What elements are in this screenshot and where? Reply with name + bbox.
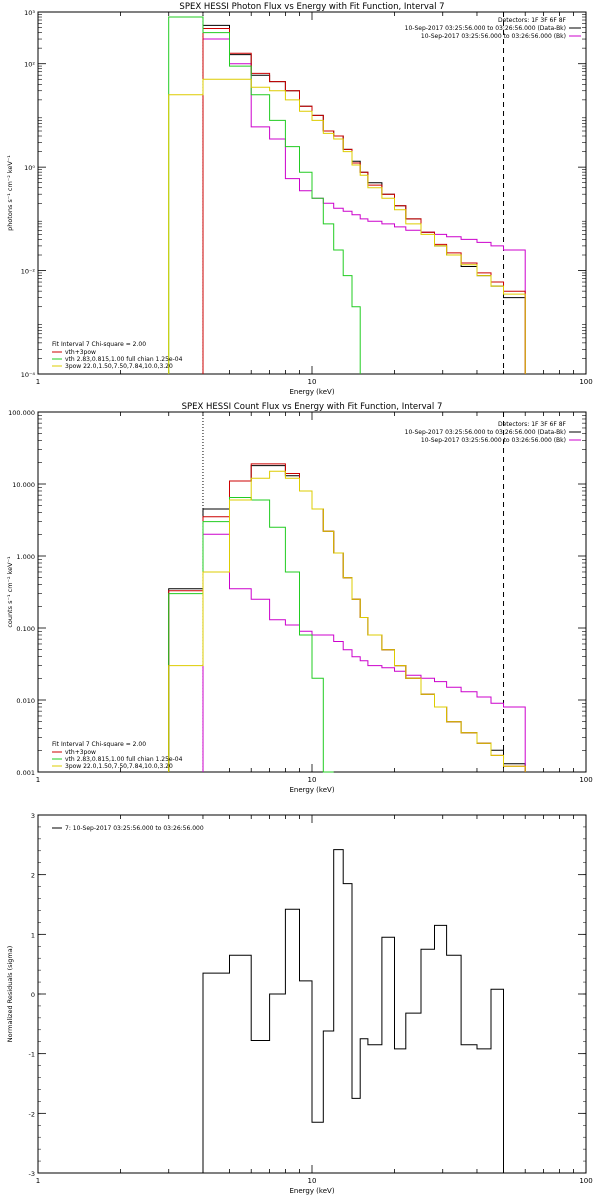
legend-label: 3pow 22.0,1.50,7.50,7.84,10.0,3.20 bbox=[65, 363, 173, 370]
legend-label: vth 2.83,0.815,1.00 full chian 1.25e-04 bbox=[65, 356, 183, 363]
y-tick-label: 0.100 bbox=[16, 625, 35, 633]
y-tick-label: 1.000 bbox=[16, 553, 35, 561]
x-tick-label: 10 bbox=[308, 776, 317, 784]
y-tick-label: 10² bbox=[24, 61, 35, 69]
info-line: 10-Sep-2017 03:25:56.000 to 03:26:56.000… bbox=[405, 429, 566, 436]
y-tick-label: 3 bbox=[31, 812, 35, 820]
x-tick-label: 10 bbox=[308, 1177, 317, 1185]
legend-label: vth+3pow bbox=[65, 749, 96, 756]
count-flux-panel: SPEX HESSI Count Flux vs Energy with Fit… bbox=[6, 402, 593, 794]
y-tick-label: 0 bbox=[31, 991, 35, 999]
legend-label: 3pow 22.0,1.50,7.50,7.84,10.0,3.20 bbox=[65, 763, 173, 770]
y-tick-label: 10⁻² bbox=[21, 268, 36, 276]
y-axis-label: Normalized Residuals (sigma) bbox=[6, 946, 14, 1043]
x-axis-label: Energy (keV) bbox=[289, 1187, 334, 1195]
residuals-panel: 1 10 100 Energy (keV) -3 -2 -1 0 1 2 3 Normalized R… bbox=[6, 812, 593, 1195]
y-tick-label: -3 bbox=[29, 1170, 35, 1178]
info-line: 10-Sep-2017 03:25:56.000 to 03:26:56.000… bbox=[421, 437, 566, 444]
y-tick-label: 10⁻⁴ bbox=[21, 371, 36, 379]
legend-label: 7: 10-Sep-2017 03:25:56.000 to 03:26:56.… bbox=[65, 825, 204, 832]
y-tick-label: 0.010 bbox=[16, 697, 35, 705]
series-bk-histogram bbox=[202, 533, 526, 772]
x-axis-label: Energy (keV) bbox=[289, 388, 334, 396]
y-tick-label: 100.000 bbox=[8, 409, 35, 417]
x-tick-label: 10 bbox=[308, 378, 317, 386]
x-tick-label: 100 bbox=[579, 1177, 592, 1185]
info-line: 10-Sep-2017 03:25:56.000 to 03:26:56.000… bbox=[405, 25, 566, 32]
info-line: 10-Sep-2017 03:25:56.000 to 03:26:56.000… bbox=[421, 33, 566, 40]
legend-title: Fit Interval 7 Chi-square = 2.00 bbox=[52, 341, 146, 348]
x-tick-label: 1 bbox=[36, 776, 40, 784]
x-tick-label: 100 bbox=[579, 776, 592, 784]
y-tick-label: -1 bbox=[29, 1051, 35, 1059]
legend-label: vth+3pow bbox=[65, 349, 96, 356]
y-tick-label: 0.001 bbox=[16, 769, 35, 777]
y-axis-label: counts s⁻¹ cm⁻² keV⁻¹ bbox=[6, 556, 14, 628]
y-tick-label: 10³ bbox=[24, 9, 35, 17]
y-axis-label: photons s⁻¹ cm⁻² keV⁻¹ bbox=[6, 155, 14, 231]
series-vth-3pow-histogram bbox=[202, 28, 526, 374]
x-tick-label: 1 bbox=[36, 378, 40, 386]
x-tick-label: 1 bbox=[36, 1177, 40, 1185]
photon-flux-panel: SPEX HESSI Photon Flux vs Energy with Fi… bbox=[6, 2, 593, 396]
y-tick-label: -2 bbox=[29, 1110, 35, 1118]
y-tick-label: 10.000 bbox=[12, 481, 35, 489]
series-7-10-sep-2017-03-25-56-000-to-03--histogram bbox=[202, 849, 504, 1173]
x-axis-label: Energy (keV) bbox=[289, 786, 334, 794]
series-vth-histogram bbox=[168, 497, 334, 773]
y-tick-label: 2 bbox=[31, 872, 35, 880]
y-tick-label: 10⁰ bbox=[24, 164, 35, 172]
series-vth-histogram bbox=[168, 16, 361, 374]
series-3pow-histogram bbox=[168, 470, 526, 772]
series-vth-3pow-histogram bbox=[168, 463, 526, 772]
series-3pow-histogram bbox=[168, 78, 526, 374]
series-bk-histogram bbox=[202, 38, 526, 374]
legend-title: Fit Interval 7 Chi-square = 2.00 bbox=[52, 741, 146, 748]
y-tick-label: 1 bbox=[31, 931, 35, 939]
chart-title: SPEX HESSI Count Flux vs Energy with Fit… bbox=[182, 402, 443, 412]
info-line: Detectors: 1F 3F 6F 8F bbox=[498, 17, 567, 24]
info-line: Detectors: 1F 3F 6F 8F bbox=[498, 421, 567, 428]
legend-label: vth 2.83,0.815,1.00 full chian 1.25e-04 bbox=[65, 756, 183, 763]
series-data-bk-histogram bbox=[168, 465, 526, 772]
chart-title: SPEX HESSI Photon Flux vs Energy with Fi… bbox=[179, 2, 444, 12]
x-tick-label: 100 bbox=[579, 378, 592, 386]
